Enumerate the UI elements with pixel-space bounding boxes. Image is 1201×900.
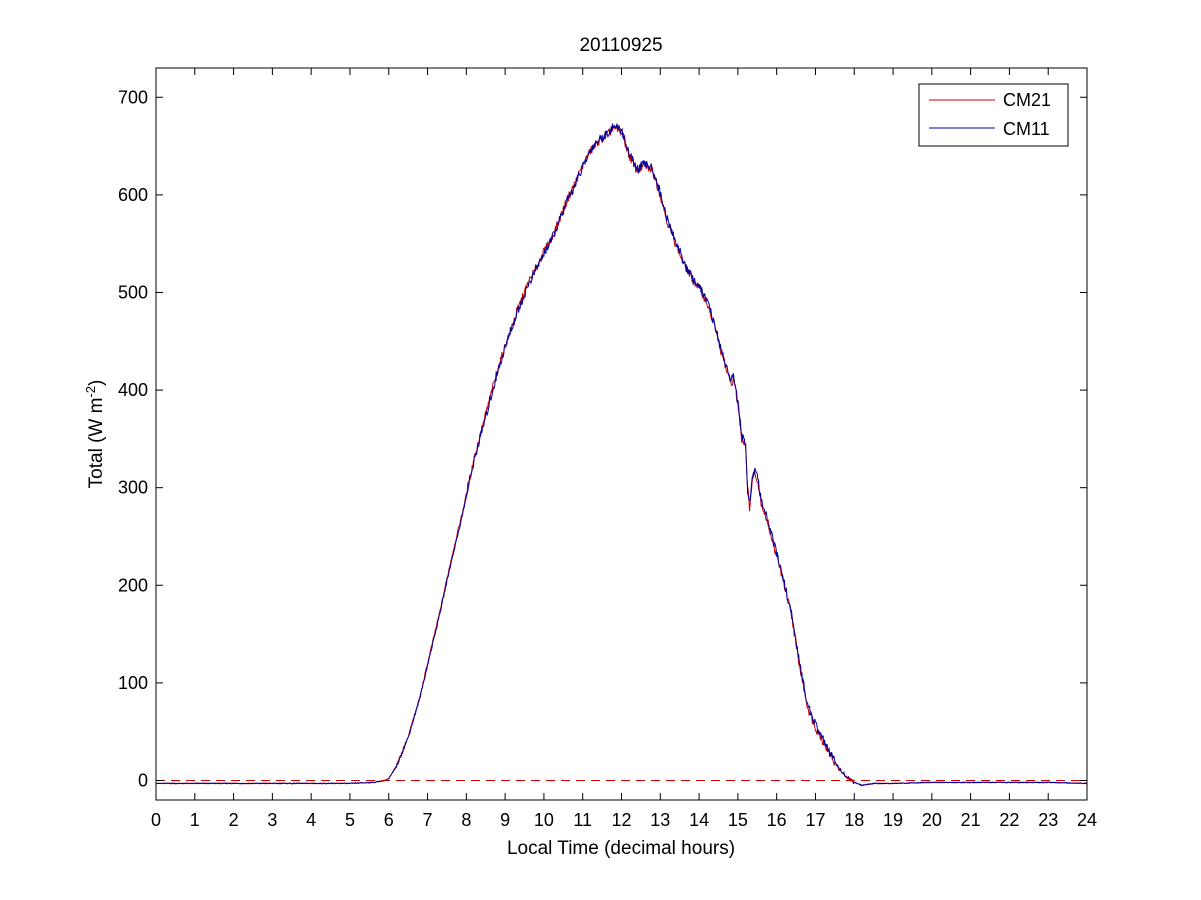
x-tick-label: 24 <box>1077 810 1097 830</box>
chart-title: 20110925 <box>579 35 662 56</box>
x-tick-label: 17 <box>805 810 825 830</box>
y-axis-label-base: Total (W m <box>86 398 107 489</box>
legend: CM21 CM11 <box>918 83 1069 147</box>
y-axis-label-superscript: -2 <box>83 386 98 398</box>
tick-layer: 0 1 2 3 4 5 6 7 8 9 10 11 12 13 14 15 16 17 18 19 20 21 22 23 24… <box>118 68 1097 830</box>
y-tick-label: 300 <box>118 478 148 498</box>
y-tick-label: 700 <box>118 87 148 107</box>
x-tick-label: 19 <box>883 810 903 830</box>
x-tick-label: 4 <box>306 810 316 830</box>
legend-label-cm11: CM11 <box>1003 119 1050 139</box>
plot-area: 0 1 2 3 4 5 6 7 8 9 10 11 12 13 14 15 16 17 18 19 20 21 22 23 24… <box>118 67 1097 830</box>
series-line-cm11 <box>155 123 1088 787</box>
x-tick-label: 3 <box>267 810 277 830</box>
x-tick-label: 18 <box>844 810 864 830</box>
x-tick-label: 0 <box>151 810 161 830</box>
plot-frame <box>155 67 1088 801</box>
x-tick-label: 20 <box>922 810 942 830</box>
x-tick-label: 1 <box>190 810 200 830</box>
y-axis-label-suffix: ) <box>86 380 107 386</box>
x-tick-label: 7 <box>423 810 433 830</box>
x-tick-label: 9 <box>500 810 510 830</box>
y-tick-label: 600 <box>118 185 148 205</box>
x-tick-label: 15 <box>728 810 748 830</box>
x-tick-label: 13 <box>650 810 670 830</box>
x-tick-label: 22 <box>999 810 1019 830</box>
x-tick-label: 21 <box>961 810 981 830</box>
y-tick-label: 100 <box>118 673 148 693</box>
x-tick-label: 2 <box>229 810 239 830</box>
x-tick-label: 6 <box>384 810 394 830</box>
legend-label-cm21: CM21 <box>1003 90 1051 110</box>
x-tick-label: 23 <box>1038 810 1058 830</box>
x-tick-label: 11 <box>573 810 592 830</box>
y-tick-label: 400 <box>118 380 148 400</box>
x-tick-label: 8 <box>461 810 471 830</box>
x-tick-label: 12 <box>611 810 631 830</box>
y-tick-label: 200 <box>118 575 148 595</box>
y-axis-label: Total (W m-2) <box>83 380 107 489</box>
series-layer <box>155 123 1088 787</box>
y-tick-label: 500 <box>118 282 148 302</box>
x-tick-label: 5 <box>345 810 355 830</box>
x-tick-label: 10 <box>534 810 554 830</box>
x-tick-label: 16 <box>767 810 787 830</box>
legend-box <box>918 83 1069 147</box>
x-axis-label: Local Time (decimal hours) <box>507 838 735 859</box>
y-tick-label: 0 <box>138 770 148 790</box>
x-tick-label: 14 <box>689 810 709 830</box>
